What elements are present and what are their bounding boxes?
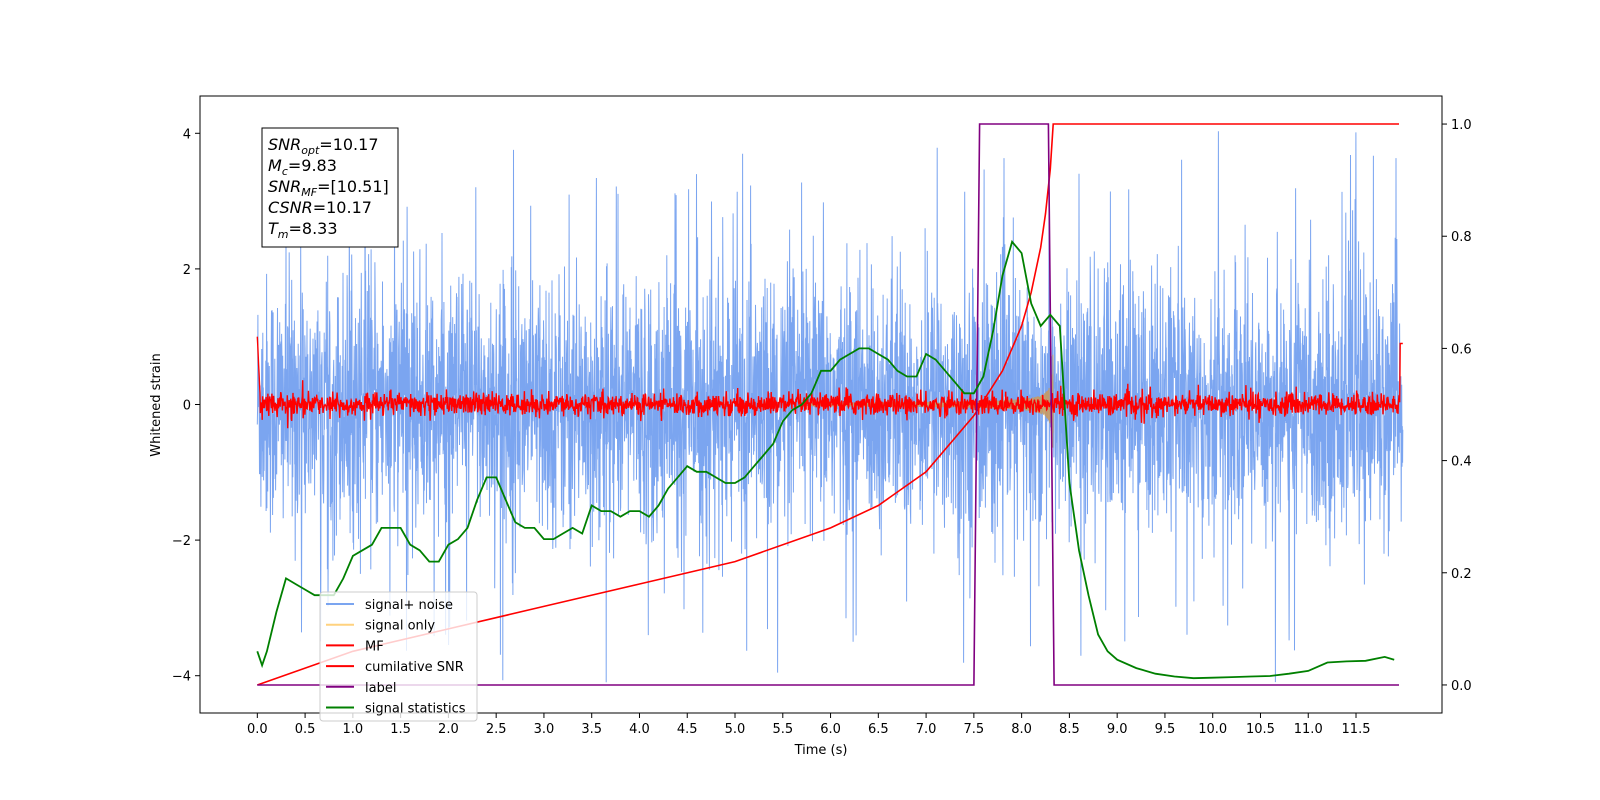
annotation-line: CSNR=10.17	[268, 198, 372, 217]
annotation-symbol: CSNR	[268, 198, 313, 217]
right-y-tick-label: 1.0	[1451, 118, 1472, 133]
left-y-tick-label: 0	[183, 399, 191, 414]
x-tick-label: 3.5	[581, 722, 602, 737]
annotation-symbol: T	[268, 219, 279, 238]
annotation-value: =[10.51]	[317, 177, 389, 196]
x-tick-label: 2.0	[438, 722, 459, 737]
x-tick-label: 11.5	[1342, 722, 1371, 737]
legend-label: signal only	[365, 619, 435, 634]
x-tick-label: 8.5	[1059, 722, 1080, 737]
right-y-tick-label: 0.4	[1451, 455, 1472, 470]
left-y-tick-label: −4	[172, 670, 191, 685]
x-tick-label: 6.5	[868, 722, 889, 737]
annotation-subscript: MF	[301, 186, 317, 199]
right-y-tick-label: 0.0	[1451, 679, 1472, 694]
annotation-subscript: opt	[301, 144, 320, 157]
left-y-axis-ticks: 4 2 0 −2 −4	[172, 127, 200, 685]
x-tick-label: 10.5	[1246, 722, 1275, 737]
right-y-tick-label: 0.2	[1451, 567, 1472, 582]
annotation-line: Tm=8.33	[268, 219, 338, 241]
annotation-frame	[261, 127, 399, 248]
annotation-subscript: c	[282, 165, 288, 178]
label-line	[257, 123, 1399, 686]
annotation-line: Mc=9.83	[268, 156, 337, 178]
x-tick-label: 7.0	[916, 722, 937, 737]
x-tick-label: 3.0	[534, 722, 555, 737]
x-tick-label: 11.0	[1294, 722, 1323, 737]
x-tick-label: 1.0	[343, 722, 364, 737]
annotation-line: SNRopt=10.17	[268, 135, 379, 157]
x-tick-label: 7.5	[964, 722, 985, 737]
legend: signal+ noise signal only MF cumilative SNR…	[319, 591, 478, 722]
right-y-tick-label: 0.6	[1451, 342, 1472, 357]
annotation-line: SNRMF=[10.51]	[268, 177, 389, 199]
legend-frame	[319, 591, 478, 722]
annotation-symbol: SNR	[268, 177, 301, 196]
x-tick-label: 10.0	[1198, 722, 1227, 737]
x-tick-label: 9.5	[1155, 722, 1176, 737]
annotation-subscript: m	[278, 228, 289, 241]
signal-statistics-line	[256, 239, 1395, 680]
legend-label: signal+ noise	[365, 598, 453, 613]
mf-line	[256, 336, 1403, 429]
annotation-value: =9.83	[288, 156, 337, 175]
y-axis-label: Whitened strain	[149, 353, 164, 456]
left-y-tick-label: 4	[183, 127, 191, 142]
x-tick-label: 2.5	[486, 722, 507, 737]
annotation-box: SNRopt=10.17Mc=9.83SNRMF=[10.51]CSNR=10.…	[261, 127, 399, 248]
x-tick-label: 1.5	[390, 722, 411, 737]
legend-label: cumilative SNR	[365, 660, 464, 675]
x-tick-label: 0.0	[247, 722, 268, 737]
legend-label: label	[365, 681, 396, 696]
x-axis-label: Time (s)	[794, 743, 848, 758]
x-tick-label: 0.5	[295, 722, 316, 737]
x-tick-label: 9.0	[1107, 722, 1128, 737]
annotation-symbol: M	[268, 156, 282, 175]
right-y-tick-label: 0.8	[1451, 230, 1472, 245]
left-y-tick-label: −2	[172, 534, 191, 549]
legend-label: signal statistics	[365, 702, 466, 717]
annotation-value: =8.33	[289, 219, 338, 238]
x-axis-ticks: 0.0 0.5 1.0 1.5 2.0 2.5 3.0 3.5 4.0 4.5 5.0 5.5 6.0 6…	[247, 713, 1371, 737]
left-y-tick-label: 2	[183, 263, 191, 278]
series-layer	[256, 123, 1404, 686]
legend-label: MF	[365, 639, 384, 654]
annotation-symbol: SNR	[268, 135, 301, 154]
annotation-value: =10.17	[313, 198, 372, 217]
x-tick-label: 5.0	[725, 722, 746, 737]
right-y-axis-ticks: 1.0 0.8 0.6 0.4 0.2 0.0	[1442, 118, 1472, 694]
annotation-value: =10.17	[319, 135, 378, 154]
x-tick-label: 5.5	[772, 722, 793, 737]
x-tick-label: 8.0	[1011, 722, 1032, 737]
x-tick-label: 4.0	[629, 722, 650, 737]
cumilative-snr-line	[257, 123, 1399, 686]
x-tick-label: 6.0	[820, 722, 841, 737]
x-tick-label: 4.5	[677, 722, 698, 737]
